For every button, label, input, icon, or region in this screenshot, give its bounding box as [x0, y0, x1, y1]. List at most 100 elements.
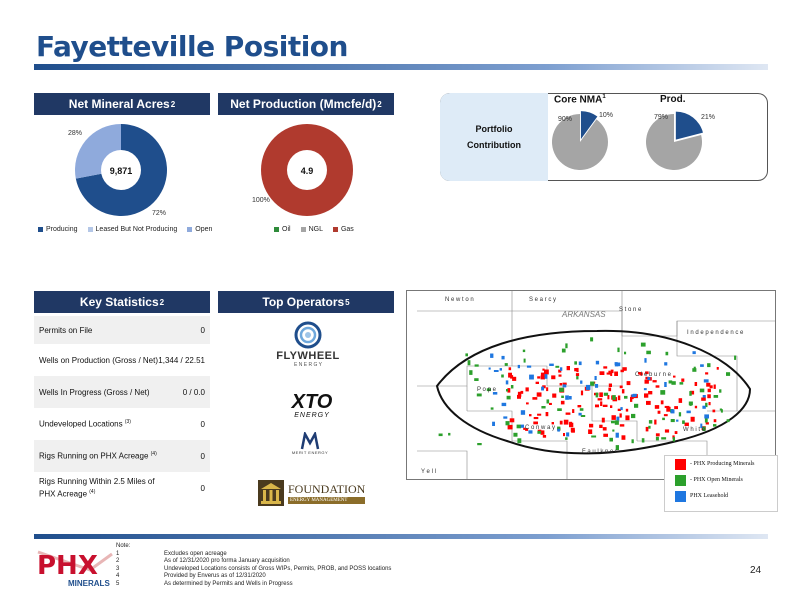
tract-square — [646, 350, 651, 355]
foundation-logo: FOUNDATION ENERGY MANAGEMENT — [257, 478, 377, 508]
tract-square — [536, 392, 542, 397]
tract-square — [507, 388, 511, 393]
tract-square — [517, 391, 522, 397]
prod-slice — [675, 111, 703, 140]
stat-value: 1,344 / 22.51 — [158, 355, 205, 365]
tract-square — [599, 371, 605, 375]
net-production-header: Net Production (Mmcfe/d) 2 — [218, 93, 394, 115]
tract-square — [595, 360, 600, 365]
tract-square — [615, 432, 619, 438]
net-mineral-acres-header-text: Net Mineral Acres — [68, 97, 170, 111]
tract-square — [595, 404, 599, 408]
tract-square — [702, 426, 706, 431]
tract-square — [690, 390, 695, 395]
stat-row-rigs-within-2-5-miles: Rigs Running Within 2.5 Miles of PHX Acre… — [34, 472, 210, 504]
tract-square — [501, 374, 504, 378]
tract-square — [501, 402, 507, 407]
stat-row-permits: Permits on File 0 — [34, 316, 210, 344]
stat-value: 0 — [200, 451, 205, 461]
tract-square — [611, 415, 616, 420]
leasehold-tracts — [488, 351, 709, 438]
stat-label: Undeveloped Locations (3) — [39, 419, 131, 429]
tract-square — [474, 364, 479, 367]
tract-square — [590, 424, 593, 428]
merit-name: MERIT ENERGY — [291, 450, 329, 455]
tract-square — [707, 394, 711, 399]
legend-open: Open — [187, 226, 212, 233]
top-operators-header: Top Operators 5 — [218, 291, 394, 313]
net-mineral-acres-legend: Producing Leased But Not Producing Open — [38, 226, 212, 233]
note-2: 2 As of 12/31/2020 pro forma January acqu… — [116, 558, 290, 565]
tract-square — [579, 408, 584, 411]
tract-square — [520, 410, 526, 415]
tract-square — [542, 435, 547, 438]
tract-square — [544, 369, 549, 375]
label-searcy: S e a r c y — [529, 297, 556, 303]
core-nma-slice — [580, 111, 598, 140]
net-production-header-sup: 2 — [377, 99, 382, 109]
tract-square — [705, 402, 708, 408]
tract-square — [632, 393, 637, 397]
tract-square — [622, 367, 627, 371]
tract-square — [537, 430, 542, 434]
tract-square — [493, 370, 499, 372]
producing-pct-label: 72% — [152, 210, 167, 217]
tract-square — [654, 405, 660, 409]
tract-square — [486, 388, 491, 392]
legend-producing: Producing — [38, 226, 78, 233]
tract-square — [508, 367, 512, 371]
tract-square — [492, 392, 498, 395]
tract-square — [625, 408, 629, 412]
tract-square — [565, 343, 568, 349]
tract-square — [533, 417, 539, 420]
tract-square — [591, 435, 597, 438]
net-production-center-value: 4.9 — [301, 166, 314, 176]
tract-square — [609, 437, 613, 442]
tract-square — [625, 415, 630, 421]
tract-square — [616, 416, 620, 421]
tract-square — [542, 368, 545, 371]
tract-square — [576, 376, 579, 380]
tract-square — [577, 405, 582, 408]
tract-square — [661, 437, 667, 440]
donut-hole — [287, 150, 327, 190]
tract-square — [488, 367, 491, 370]
tract-square — [693, 366, 696, 370]
tract-square — [557, 426, 561, 431]
tract-square — [578, 412, 582, 416]
tract-square — [681, 378, 685, 382]
tract-square — [529, 374, 534, 380]
core-nma-rest-label: 90% — [558, 116, 573, 123]
phx-wordmark: PHX — [37, 550, 113, 581]
tract-square — [551, 422, 554, 425]
tract-square — [585, 384, 591, 390]
tract-square — [559, 420, 563, 425]
label-stone: S t o n e — [619, 307, 642, 313]
stat-value: 0 / 0.0 — [182, 387, 205, 397]
xto-sub: ENERGY — [294, 412, 330, 419]
tract-square — [657, 410, 661, 414]
tract-square — [703, 379, 709, 383]
tract-square — [643, 388, 647, 391]
tract-square — [617, 347, 620, 353]
tract-square — [602, 427, 607, 431]
tract-square — [640, 342, 646, 347]
tract-square — [679, 382, 684, 385]
phx-logo-main: PHX — [37, 551, 98, 578]
tract-square — [660, 400, 664, 405]
tract-square — [532, 397, 538, 400]
tract-square — [655, 436, 659, 441]
tract-square — [646, 400, 651, 405]
tract-square — [606, 372, 611, 375]
tract-square — [565, 395, 569, 400]
tract-square — [516, 424, 521, 429]
stat-value: 0 — [200, 419, 205, 429]
stat-value: 0 — [200, 325, 205, 335]
tract-square — [540, 375, 545, 380]
tract-square — [523, 427, 526, 430]
tract-square — [707, 388, 711, 393]
tract-square — [652, 380, 657, 383]
tract-square — [477, 443, 482, 446]
tract-square — [559, 387, 564, 392]
tract-square — [678, 398, 683, 403]
